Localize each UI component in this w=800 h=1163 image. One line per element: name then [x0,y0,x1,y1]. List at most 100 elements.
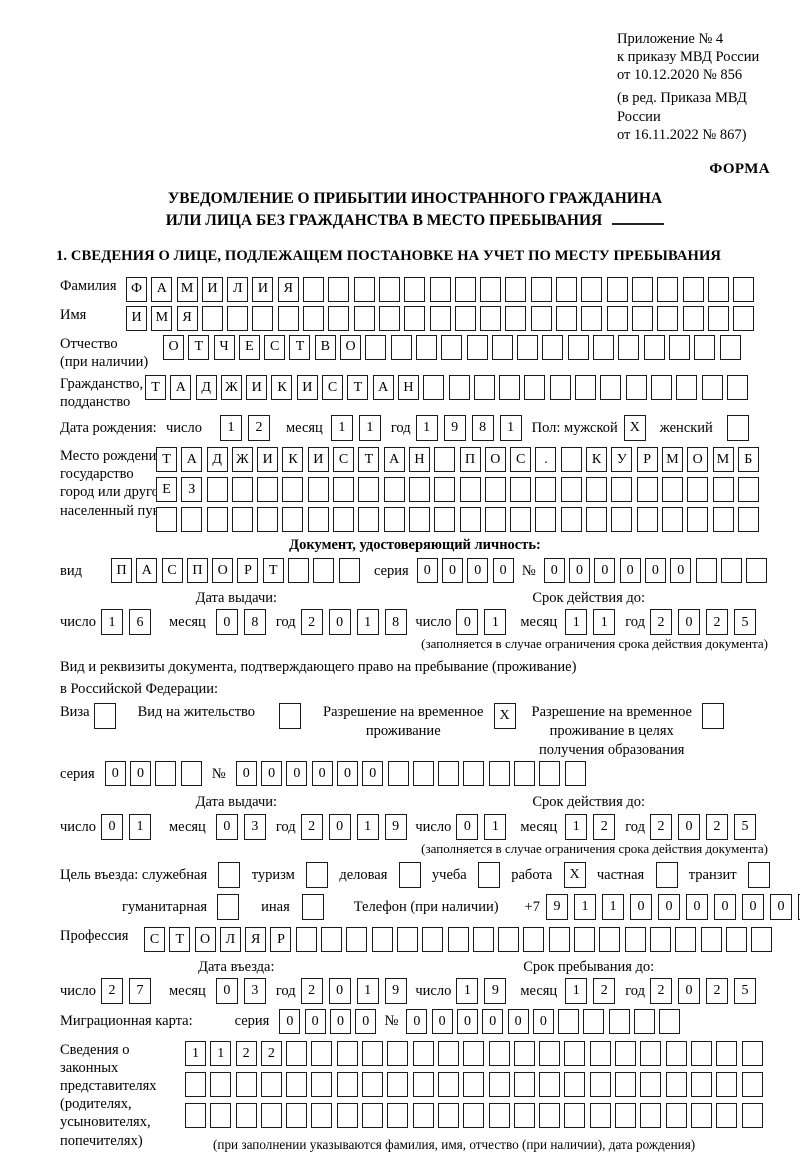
char-cell[interactable]: 0 [769,893,792,920]
char-cell[interactable] [286,1102,308,1128]
char-cell[interactable] [336,1102,358,1128]
purpose-humanitarian-checkbox[interactable] [217,893,240,920]
char-cell[interactable] [726,374,748,400]
char-cell[interactable] [636,507,658,533]
char-cell[interactable] [93,702,116,729]
char-cell[interactable] [286,1071,308,1097]
char-cell[interactable]: К [271,374,293,400]
char-cell[interactable]: 0 [670,558,692,584]
char-cell[interactable]: 2 [706,813,728,840]
char-cell[interactable]: Е [156,477,177,503]
char-cell[interactable] [716,1071,738,1097]
char-cell[interactable]: Л [227,276,249,302]
char-cell[interactable] [539,1040,561,1066]
char-cell[interactable] [539,761,561,787]
char-cell[interactable]: С [161,558,183,584]
char-cell[interactable]: О [687,447,709,473]
char-cell[interactable] [733,276,755,302]
char-cell[interactable] [181,507,203,533]
char-cell[interactable] [556,305,578,331]
char-cell[interactable] [682,276,704,302]
char-cell[interactable]: Н [397,374,419,400]
char-cell[interactable] [459,477,481,503]
char-cell[interactable]: X [563,861,586,888]
char-cell[interactable] [640,1040,662,1066]
char-cell[interactable] [353,276,375,302]
char-cell[interactable] [675,926,697,952]
char-cell[interactable]: 9 [384,977,407,1004]
char-cell[interactable]: 0 [329,1008,351,1034]
char-cell[interactable] [599,926,621,952]
char-cell[interactable] [741,1040,763,1066]
char-cell[interactable] [574,926,596,952]
sex-female-checkbox[interactable] [726,415,749,442]
char-cell[interactable] [412,1102,434,1128]
char-cell[interactable]: Т [262,558,284,584]
char-cell[interactable]: Р [636,447,658,473]
char-cell[interactable] [548,926,570,952]
representatives-cells-row3[interactable] [185,1102,767,1128]
char-cell[interactable] [459,507,481,533]
purpose-work-checkbox[interactable]: X [563,861,586,888]
char-cell[interactable]: 0 [130,761,152,787]
char-cell[interactable]: И [201,276,223,302]
char-cell[interactable] [412,761,434,787]
char-cell[interactable]: 1 [565,813,588,840]
char-cell[interactable]: 0 [644,558,666,584]
char-cell[interactable]: М [661,447,683,473]
char-cell[interactable]: 2 [706,609,728,636]
char-cell[interactable]: 1 [356,609,379,636]
char-cell[interactable] [437,1040,459,1066]
char-cell[interactable] [564,761,586,787]
char-cell[interactable] [398,861,421,888]
char-cell[interactable]: X [623,415,646,442]
char-cell[interactable]: 5 [734,977,756,1004]
birth-place-cells-row3[interactable] [156,507,763,533]
char-cell[interactable]: 0 [629,893,652,920]
char-cell[interactable] [311,1071,333,1097]
char-cell[interactable] [694,334,716,360]
char-cell[interactable]: 2 [593,977,616,1004]
char-cell[interactable] [260,1071,282,1097]
char-cell[interactable]: О [212,558,234,584]
char-cell[interactable] [634,1008,656,1034]
char-cell[interactable] [737,507,759,533]
char-cell[interactable] [282,507,304,533]
char-cell[interactable] [472,926,494,952]
char-cell[interactable]: 0 [619,558,641,584]
char-cell[interactable]: 0 [543,558,565,584]
char-cell[interactable] [488,1040,510,1066]
char-cell[interactable] [611,507,633,533]
char-cell[interactable] [235,1102,257,1128]
purpose-business-checkbox[interactable] [398,861,421,888]
char-cell[interactable]: Ф [126,276,147,302]
char-cell[interactable]: X [493,702,516,729]
char-cell[interactable]: 1 [484,813,507,840]
char-cell[interactable] [615,1102,637,1128]
char-cell[interactable]: Ч [213,334,235,360]
char-cell[interactable] [712,507,734,533]
char-cell[interactable] [437,1102,459,1128]
char-cell[interactable]: 9 [384,813,407,840]
char-cell[interactable] [631,276,653,302]
char-cell[interactable]: 1 [356,813,379,840]
char-cell[interactable] [257,477,279,503]
char-cell[interactable]: 0 [492,558,514,584]
char-cell[interactable] [303,276,325,302]
char-cell[interactable] [358,477,380,503]
char-cell[interactable] [412,1071,434,1097]
char-cell[interactable] [539,1071,561,1097]
char-cell[interactable]: Я [245,926,267,952]
char-cell[interactable] [560,477,582,503]
char-cell[interactable] [463,1102,485,1128]
char-cell[interactable] [700,926,722,952]
char-cell[interactable] [404,276,426,302]
char-cell[interactable]: 1 [456,977,479,1004]
